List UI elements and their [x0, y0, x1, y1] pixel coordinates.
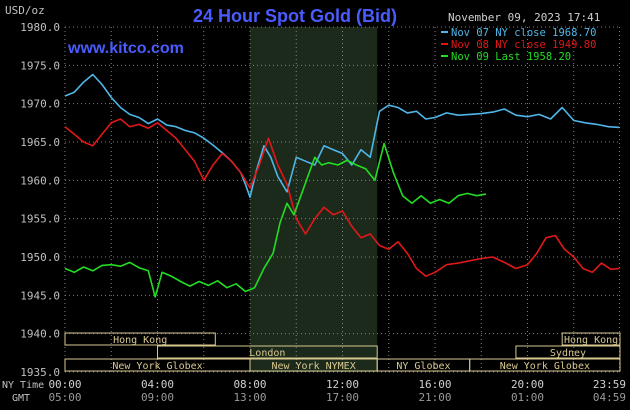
- x-tick-label-gmt: 13:00: [233, 391, 266, 404]
- x-tick-label-gmt: 09:00: [141, 391, 174, 404]
- series-line-3: [64, 142, 487, 298]
- y-tick-label: 1960.0: [20, 174, 60, 187]
- session-label: New York Globex: [500, 361, 590, 372]
- session-box: [64, 332, 216, 346]
- session-box: [561, 332, 621, 346]
- x-tick-label-gmt: 21:00: [418, 391, 451, 404]
- y-unit-label: USD/oz: [5, 4, 45, 17]
- legend-label: Nov 07 NY close 1968.70: [451, 27, 596, 39]
- x-tick-label-ny: 23:59: [593, 378, 626, 391]
- market-sessions: Hong Kong Hong Kong London Sydney New York G…: [64, 332, 621, 372]
- timestamp: November 09, 2023 17:41: [448, 11, 600, 24]
- y-tick-label: 1940.0: [20, 328, 60, 341]
- x-tick-label-ny: 16:00: [418, 378, 451, 391]
- series-line-2: [64, 118, 620, 278]
- y-tick-label: 1950.0: [20, 251, 60, 264]
- ny-session-shade: [250, 27, 378, 372]
- y-tick-label: 1945.0: [20, 289, 60, 302]
- session-box: [157, 345, 378, 359]
- legend-label: Nov 08 NY close 1949.80: [451, 39, 596, 51]
- grid-lines: [64, 26, 621, 373]
- x-tick-label-gmt: 17:00: [326, 391, 359, 404]
- price-series: [64, 73, 620, 298]
- session-label: Hong Kong: [113, 335, 167, 346]
- ny-time-label: NY Time: [2, 380, 44, 391]
- session-label: Hong Kong: [564, 335, 618, 346]
- gmt-label: GMT: [12, 393, 30, 404]
- legend-label: Nov 09 Last 1958.20: [451, 51, 571, 63]
- chart-title: 24 Hour Spot Gold (Bid): [193, 6, 397, 26]
- x-tick-label-gmt: 01:00: [511, 391, 544, 404]
- y-tick-label: 1965.0: [20, 136, 60, 149]
- session-label: Sydney: [550, 348, 586, 359]
- session-label: NY Globex: [396, 361, 450, 372]
- y-axis-ticks: 1935.0 1940.0 1945.0 1950.0 1955.0 1960.0 1965…: [20, 21, 60, 379]
- x-tick-label-ny: 08:00: [233, 378, 266, 391]
- session-label: New York NYMEX: [271, 361, 355, 372]
- session-label: London: [249, 348, 285, 359]
- session-box: [515, 345, 621, 359]
- x-tick-label-ny: 12:00: [326, 378, 359, 391]
- session-box: [469, 358, 621, 372]
- watermark: www.kitco.com: [67, 40, 184, 57]
- series-line-1: [64, 73, 620, 198]
- y-tick-label: 1975.0: [20, 59, 60, 72]
- x-tick-label-ny: 00:00: [48, 378, 81, 391]
- x-tick-label-gmt: 05:00: [48, 391, 81, 404]
- x-tick-label-ny: 04:00: [141, 378, 174, 391]
- y-tick-label: 1970.0: [20, 98, 60, 111]
- y-tick-label: 1935.0: [20, 366, 60, 379]
- x-tick-label-ny: 20:00: [511, 378, 544, 391]
- x-tick-label-gmt: 04:59: [593, 391, 626, 404]
- y-tick-label: 1955.0: [20, 213, 60, 226]
- session-label: New York Globex: [112, 361, 202, 372]
- y-tick-label: 1980.0: [20, 21, 60, 34]
